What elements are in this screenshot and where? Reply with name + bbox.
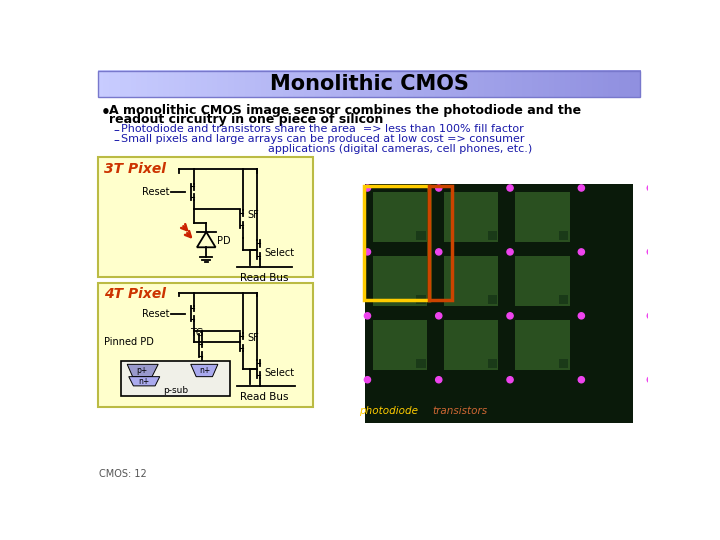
Text: n+: n+ (199, 366, 210, 375)
Text: p+: p+ (136, 366, 148, 375)
Text: TG: TG (190, 328, 204, 338)
Circle shape (436, 313, 442, 319)
Bar (444, 320, 498, 370)
Circle shape (507, 249, 513, 255)
Text: p-sub: p-sub (163, 386, 188, 395)
Bar (416, 295, 426, 304)
Text: applications (digital cameras, cell phones, etc.): applications (digital cameras, cell phon… (269, 144, 533, 154)
Text: Photodiode and transistors share the area  => less than 100% fill factor: Photodiode and transistors share the are… (121, 124, 523, 134)
Text: Reset: Reset (142, 187, 169, 197)
Text: Small pixels and large arrays can be produced at low cost => consumer: Small pixels and large arrays can be pro… (121, 134, 524, 144)
Circle shape (578, 185, 585, 191)
Text: readout circuitry in one piece of silicon: readout circuitry in one piece of silico… (109, 113, 383, 126)
Bar (516, 320, 570, 370)
Circle shape (507, 185, 513, 191)
Bar (416, 359, 426, 368)
Text: transistors: transistors (432, 406, 487, 416)
Bar (365, 184, 632, 423)
Circle shape (647, 377, 654, 383)
Text: photodiode: photodiode (359, 406, 418, 416)
Text: Read Bus: Read Bus (240, 392, 289, 402)
Text: 3T Pixel: 3T Pixel (104, 162, 166, 176)
Circle shape (647, 313, 654, 319)
Circle shape (578, 313, 585, 319)
Bar (487, 231, 497, 240)
Circle shape (507, 377, 513, 383)
Text: Read Bus: Read Bus (240, 273, 289, 283)
Circle shape (436, 249, 442, 255)
Polygon shape (129, 377, 160, 386)
Circle shape (364, 377, 371, 383)
Text: Reset: Reset (142, 308, 169, 319)
Bar (98, 283, 313, 408)
Circle shape (578, 249, 585, 255)
Text: Pinned PD: Pinned PD (104, 337, 154, 347)
Bar (364, 186, 428, 300)
Polygon shape (127, 364, 158, 377)
Text: CMOS: 12: CMOS: 12 (99, 469, 147, 480)
Text: PD: PD (217, 236, 230, 246)
Circle shape (647, 249, 654, 255)
Text: SF: SF (248, 210, 259, 220)
Bar (373, 192, 427, 242)
Text: n+: n+ (139, 377, 150, 386)
Text: Select: Select (264, 248, 294, 259)
Text: 4T Pixel: 4T Pixel (104, 287, 166, 301)
Polygon shape (191, 364, 218, 377)
Text: •: • (101, 105, 111, 120)
Bar (416, 231, 426, 240)
Bar (559, 231, 568, 240)
Circle shape (578, 377, 585, 383)
Circle shape (507, 313, 513, 319)
Bar (487, 295, 497, 304)
Bar (516, 256, 570, 306)
Circle shape (436, 185, 442, 191)
Bar (516, 192, 570, 242)
Bar (487, 359, 497, 368)
Text: SF: SF (248, 333, 259, 343)
Bar (121, 361, 230, 396)
Circle shape (364, 249, 371, 255)
Bar (98, 71, 640, 97)
Bar (373, 320, 427, 370)
Bar (559, 295, 568, 304)
Bar (444, 192, 498, 242)
Bar (559, 359, 568, 368)
Circle shape (436, 377, 442, 383)
Text: Select: Select (264, 368, 294, 378)
Circle shape (364, 185, 371, 191)
Text: Monolithic CMOS: Monolithic CMOS (269, 74, 469, 94)
Text: A monolithic CMOS image sensor combines the photodiode and the: A monolithic CMOS image sensor combines … (109, 104, 581, 117)
Text: –: – (113, 134, 119, 147)
Text: –: – (113, 124, 119, 137)
Bar (428, 186, 452, 300)
Circle shape (647, 185, 654, 191)
Bar (444, 256, 498, 306)
Bar (373, 256, 427, 306)
Bar (98, 157, 313, 276)
Circle shape (364, 313, 371, 319)
